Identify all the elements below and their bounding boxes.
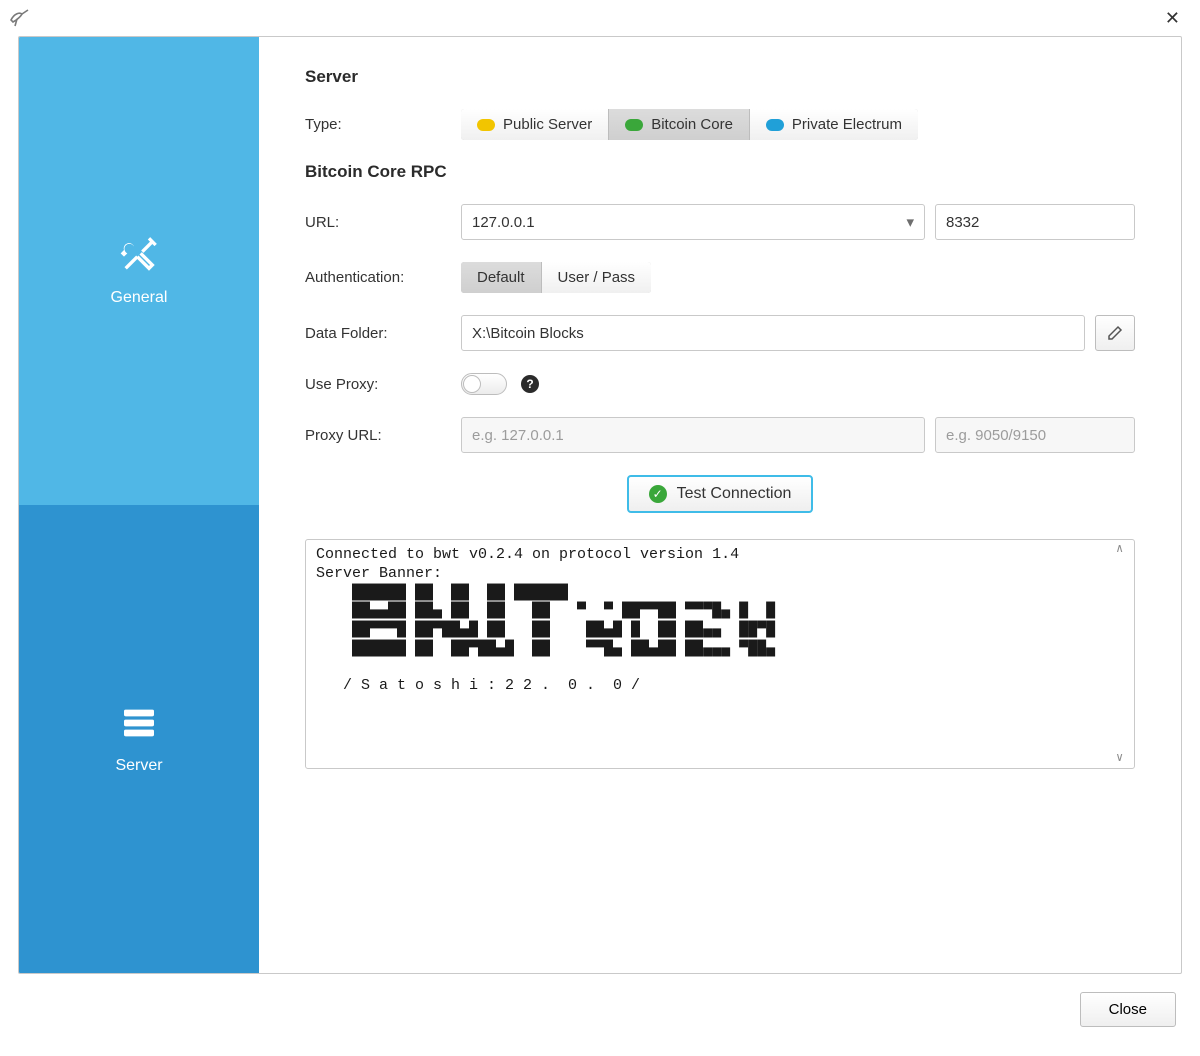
rpc-port-input[interactable] <box>935 204 1135 240</box>
test-connection-button[interactable]: ✓ Test Connection <box>627 475 814 513</box>
console-text: Connected to bwt v0.2.4 on protocol vers… <box>316 546 775 694</box>
test-connection-label: Test Connection <box>677 485 792 503</box>
server-type-label: Bitcoin Core <box>651 116 733 133</box>
close-button[interactable]: Close <box>1080 992 1176 1027</box>
server-heading: Server <box>305 67 1135 87</box>
tools-icon <box>119 235 159 275</box>
sidebar-item-label: Server <box>115 757 162 775</box>
sidebar-item-label: General <box>111 289 168 307</box>
proxy-url-label: Proxy URL: <box>305 427 461 444</box>
type-label: Type: <box>305 116 461 133</box>
toggle-pill-icon <box>625 119 643 131</box>
auth-segmented: DefaultUser / Pass <box>461 262 651 293</box>
rpc-host-value: 127.0.0.1 <box>472 214 535 231</box>
server-icon <box>119 703 159 743</box>
server-type-core[interactable]: Bitcoin Core <box>609 109 750 140</box>
rpc-host-combo[interactable]: 127.0.0.1 ▾ <box>461 204 925 240</box>
app-logo-icon <box>8 6 32 30</box>
auth-label: Authentication: <box>305 269 461 286</box>
server-type-label: Private Electrum <box>792 116 902 133</box>
server-type-public[interactable]: Public Server <box>461 109 609 140</box>
server-type-segmented: Public Server Bitcoin Core Private Electru… <box>461 109 918 140</box>
toggle-pill-icon <box>477 119 495 131</box>
auth-option-user-pass[interactable]: User / Pass <box>542 262 652 293</box>
proxy-toggle[interactable] <box>461 373 507 395</box>
chevron-down-icon: ▾ <box>906 213 914 231</box>
proxy-port-input[interactable] <box>935 417 1135 453</box>
proxy-host-input[interactable] <box>461 417 925 453</box>
sidebar-item-server[interactable]: Server <box>19 505 259 973</box>
toggle-pill-icon <box>766 119 784 131</box>
url-label: URL: <box>305 214 461 231</box>
proxy-toggle-label: Use Proxy: <box>305 376 461 393</box>
scrollbar[interactable]: ∧∨ <box>1116 542 1132 766</box>
browse-folder-button[interactable] <box>1095 315 1135 351</box>
folder-label: Data Folder: <box>305 325 461 342</box>
sidebar-item-general[interactable]: General <box>19 37 259 505</box>
server-type-label: Public Server <box>503 116 592 133</box>
check-icon: ✓ <box>649 485 667 503</box>
connection-log[interactable]: Connected to bwt v0.2.4 on protocol vers… <box>305 539 1135 769</box>
settings-panel: General Server Server Type: Public Serve… <box>18 36 1182 974</box>
edit-icon <box>1106 324 1124 342</box>
rpc-heading: Bitcoin Core RPC <box>305 162 1135 182</box>
auth-option-default[interactable]: Default <box>461 262 542 293</box>
content-pane: Server Type: Public Server Bitcoin Core Pr… <box>259 37 1181 973</box>
server-type-electrum[interactable]: Private Electrum <box>750 109 918 140</box>
sidebar: General Server <box>19 37 259 973</box>
help-icon[interactable]: ? <box>521 375 539 393</box>
data-folder-input[interactable] <box>461 315 1085 351</box>
window-close-icon[interactable]: ✕ <box>1157 4 1188 33</box>
